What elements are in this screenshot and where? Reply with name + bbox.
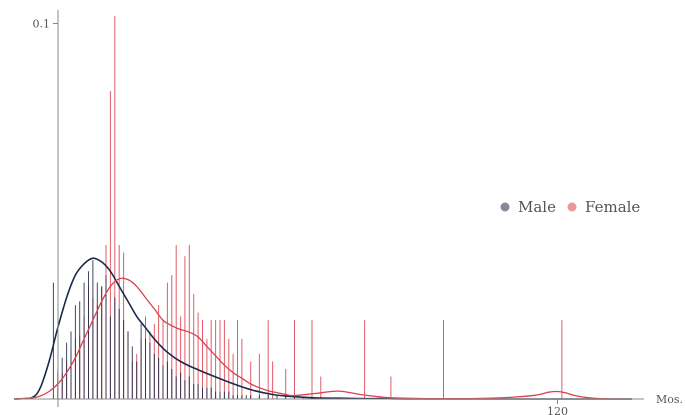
female-density-curve xyxy=(13,277,632,400)
legend-male-marker xyxy=(500,202,510,212)
y-tick-label: 0.1 xyxy=(33,18,51,31)
legend-female-marker xyxy=(567,202,577,212)
male-density-curve xyxy=(13,257,632,400)
y-tick-group: 0.1 xyxy=(33,18,58,31)
legend: Male Female xyxy=(500,198,640,216)
x-tick-label: 120 xyxy=(547,405,568,415)
male-spike-group xyxy=(52,260,383,399)
x-axis-label: Mos. xyxy=(656,393,683,406)
female-spike-group xyxy=(57,16,563,399)
x-tick-group: 120 xyxy=(547,399,568,415)
legend-female-label: Female xyxy=(585,198,640,216)
legend-male-label: Male xyxy=(518,198,556,216)
